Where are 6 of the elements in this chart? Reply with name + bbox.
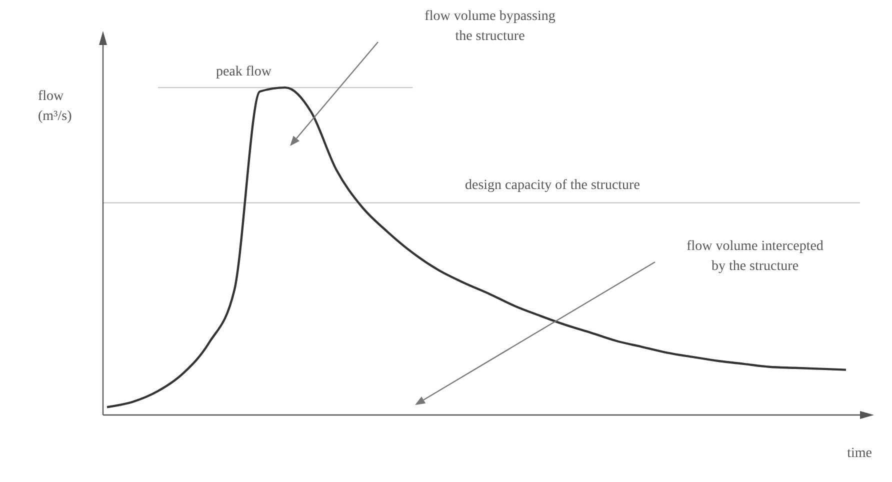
y-axis-title: flow (m³/s) (38, 89, 72, 124)
ref-line-label: design capacity of the structure (465, 178, 640, 193)
x-axis-title: time (847, 446, 872, 461)
annotation: flow volume intercepted by the structure (686, 239, 824, 274)
text: flow volume bypassing the structure (424, 9, 556, 44)
ref-line-label: peak flow (216, 64, 272, 80)
